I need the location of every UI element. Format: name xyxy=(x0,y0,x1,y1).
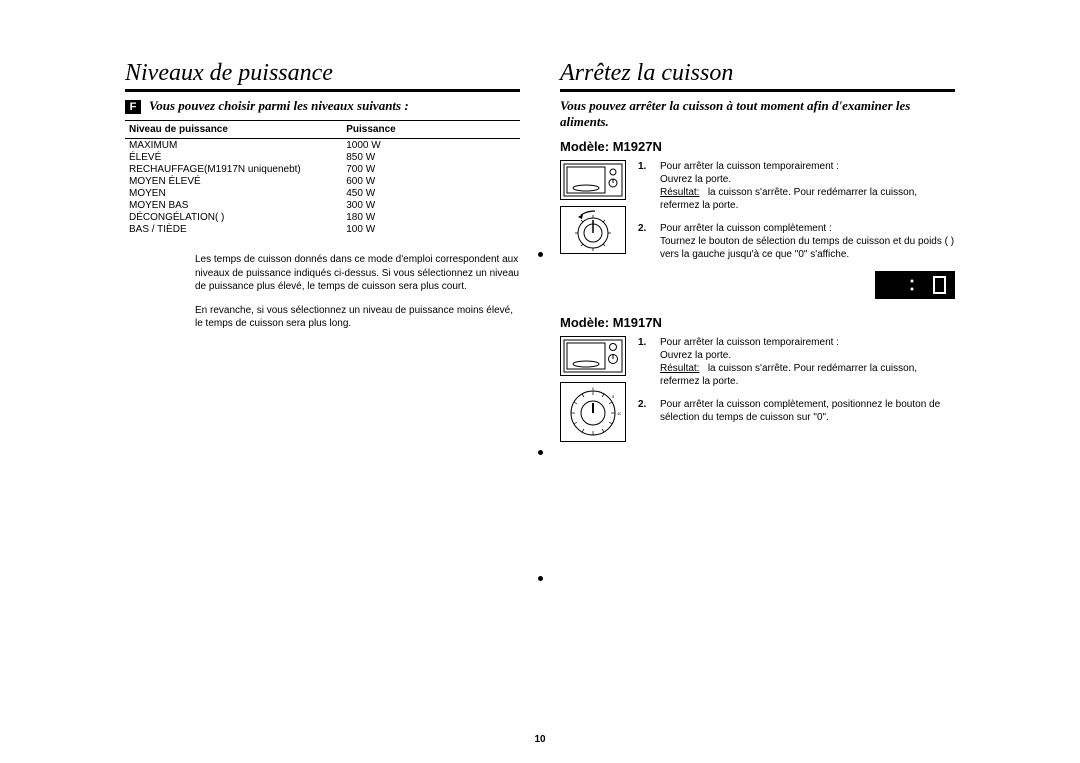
table-row: DÉCONGÉLATION( )180 W xyxy=(125,211,520,223)
table-header-level: Niveau de puissance xyxy=(125,121,342,139)
microwave-illustration-icon xyxy=(560,160,626,200)
step-number: 1. xyxy=(638,160,652,212)
digital-display-icon xyxy=(875,271,955,299)
model-1927n-title: Modèle: M1927N xyxy=(560,139,955,154)
svg-text:0: 0 xyxy=(592,386,595,391)
left-intro: Vous pouvez choisir parmi les niveaux su… xyxy=(149,98,409,114)
step-body: Pour arrêter la cuisson temporairement :… xyxy=(660,160,955,212)
right-title: Arrêtez la cuisson xyxy=(560,60,955,87)
dial-illustration-icon xyxy=(560,206,626,254)
table-row: ÉLEVÉ850 W xyxy=(125,151,520,163)
left-column: Niveaux de puissance F Vous pouvez chois… xyxy=(125,60,520,448)
language-badge: F xyxy=(125,100,141,114)
svg-text:5: 5 xyxy=(612,394,615,399)
rule xyxy=(560,89,955,92)
right-column: Arrêtez la cuisson Vous pouvez arrêter l… xyxy=(560,60,955,448)
registration-mark-icon xyxy=(538,450,543,455)
registration-mark-icon xyxy=(538,252,543,257)
model-1917n-title: Modèle: M1917N xyxy=(560,315,955,330)
note-1: Les temps de cuisson donnés dans ce mode… xyxy=(195,253,520,294)
table-row: MOYEN ÉLEVÉ600 W xyxy=(125,175,520,187)
notes: Les temps de cuisson donnés dans ce mode… xyxy=(195,253,520,331)
microwave-illustration-icon xyxy=(560,336,626,376)
table-row: MOYEN BAS300 W xyxy=(125,199,520,211)
svg-text:10: 10 xyxy=(617,411,621,416)
table-row: RECHAUFFAGE(M1917N uniquenebt)700 W xyxy=(125,163,520,175)
step-body: Pour arrêter la cuisson complètement, po… xyxy=(660,398,955,424)
registration-mark-icon xyxy=(538,576,543,581)
step-body: Pour arrêter la cuisson complètement : T… xyxy=(660,222,955,261)
table-row: BAS / TIÈDE100 W xyxy=(125,223,520,235)
note-2: En revanche, si vous sélectionnez un niv… xyxy=(195,304,520,331)
step-body: Pour arrêter la cuisson temporairement :… xyxy=(660,336,955,388)
step-number: 2. xyxy=(638,398,652,424)
table-header-wattage: Puissance xyxy=(342,121,520,139)
step-number: 2. xyxy=(638,222,652,261)
rule xyxy=(125,89,520,92)
table-row: MAXIMUM1000 W xyxy=(125,139,520,152)
timer-dial-illustration-icon: 0 5 10 xyxy=(560,382,626,442)
power-table: Niveau de puissance Puissance MAXIMUM100… xyxy=(125,120,520,235)
step-number: 1. xyxy=(638,336,652,388)
table-row: MOYEN450 W xyxy=(125,187,520,199)
left-title: Niveaux de puissance xyxy=(125,60,520,87)
right-intro: Vous pouvez arrêter la cuisson à tout mo… xyxy=(560,98,955,129)
page-number: 10 xyxy=(0,734,1080,745)
